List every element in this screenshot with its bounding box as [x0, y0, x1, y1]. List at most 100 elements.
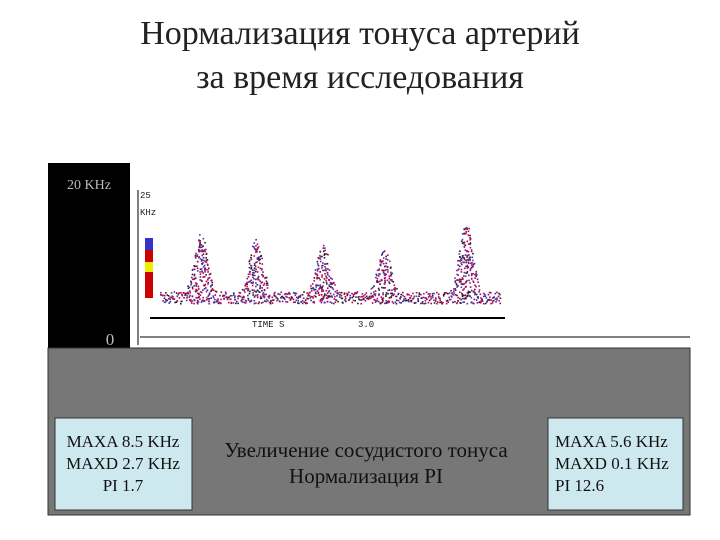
doppler-speck	[171, 296, 173, 299]
doppler-speck	[257, 246, 260, 248]
doppler-speck	[312, 297, 314, 299]
doppler-speck	[277, 298, 279, 300]
doppler-speck	[329, 292, 332, 295]
doppler-speck	[322, 244, 325, 247]
doppler-speck	[193, 298, 196, 301]
doppler-speck	[329, 301, 332, 303]
doppler-speck	[180, 300, 183, 303]
doppler-speck	[490, 299, 492, 301]
doppler-speck	[301, 299, 304, 302]
doppler-speck	[378, 268, 380, 270]
doppler-speck	[225, 293, 227, 295]
doppler-speck	[303, 301, 305, 303]
doppler-speck	[373, 293, 375, 296]
doppler-speck	[472, 263, 475, 266]
doppler-speck	[203, 264, 206, 267]
doppler-speck	[467, 261, 470, 264]
doppler-speck	[287, 292, 290, 295]
doppler-speck	[461, 238, 464, 241]
doppler-speck	[462, 297, 464, 300]
doppler-speck	[461, 256, 464, 259]
doppler-speck	[298, 302, 300, 305]
doppler-speck	[347, 299, 350, 301]
doppler-speck	[367, 298, 370, 300]
doppler-speck	[193, 265, 196, 268]
doppler-speck	[317, 284, 320, 287]
doppler-speck	[329, 295, 332, 298]
doppler-speck	[464, 281, 467, 284]
doppler-speck	[199, 276, 202, 278]
doppler-speck	[264, 276, 266, 279]
doppler-speck	[498, 292, 500, 295]
doppler-speck	[470, 272, 473, 275]
doppler-speck	[466, 228, 469, 231]
doppler-speck	[204, 269, 206, 271]
doppler-speck	[304, 302, 307, 305]
doppler-speck	[203, 287, 206, 290]
doppler-speck	[466, 279, 468, 282]
right-box	[547, 417, 684, 511]
doppler-speck	[463, 271, 466, 274]
doppler-speck	[385, 302, 388, 304]
doppler-speck	[386, 300, 389, 303]
doppler-speck	[463, 258, 466, 261]
doppler-speck	[442, 293, 445, 296]
doppler-speck	[380, 254, 383, 256]
doppler-speck	[197, 296, 200, 299]
doppler-speck	[200, 301, 203, 303]
doppler-speck	[454, 281, 457, 283]
doppler-speck	[462, 261, 464, 264]
doppler-speck	[271, 302, 274, 304]
doppler-speck	[379, 264, 382, 267]
doppler-speck	[380, 261, 383, 264]
doppler-speck	[337, 293, 339, 295]
doppler-speck	[324, 266, 326, 268]
doppler-speck	[489, 296, 491, 299]
doppler-speck	[288, 297, 291, 299]
doppler-speck	[499, 297, 502, 300]
doppler-speck	[421, 300, 424, 303]
doppler-speck	[205, 252, 208, 255]
doppler-speck	[417, 299, 419, 301]
doppler-speck	[402, 291, 404, 294]
doppler-speck	[258, 259, 260, 262]
doppler-speck	[297, 297, 299, 300]
doppler-speck	[297, 300, 300, 302]
doppler-speck	[435, 298, 437, 300]
doppler-speck	[280, 295, 283, 298]
doppler-speck	[313, 300, 315, 303]
doppler-speck	[238, 291, 241, 294]
doppler-speck	[195, 296, 197, 299]
doppler-speck	[199, 279, 201, 281]
doppler-speck	[311, 283, 314, 285]
doppler-speck	[262, 293, 264, 295]
doppler-speck	[409, 300, 412, 302]
doppler-speck	[475, 293, 478, 296]
doppler-speck	[461, 232, 464, 235]
doppler-speck	[265, 293, 267, 296]
doppler-speck	[452, 301, 455, 304]
doppler-speck	[247, 287, 249, 290]
doppler-speck	[193, 268, 196, 271]
doppler-speck	[208, 292, 211, 294]
doppler-speck	[377, 287, 380, 290]
doppler-speck	[442, 294, 445, 297]
doppler-speck	[326, 292, 329, 294]
time-value: 3.0	[358, 320, 374, 330]
doppler-speck	[166, 294, 169, 296]
doppler-speck	[467, 262, 470, 265]
doppler-speck	[457, 285, 459, 287]
doppler-speck	[394, 301, 397, 303]
doppler-speck	[464, 249, 467, 251]
doppler-speck	[291, 296, 293, 299]
doppler-speck	[410, 300, 413, 303]
doppler-speck	[175, 301, 178, 303]
doppler-speck	[322, 297, 325, 299]
doppler-speck	[312, 301, 314, 304]
doppler-speck	[286, 301, 289, 303]
doppler-speck	[252, 271, 254, 274]
doppler-speck	[208, 293, 211, 296]
doppler-speck	[319, 298, 322, 301]
doppler-speck	[318, 288, 320, 290]
